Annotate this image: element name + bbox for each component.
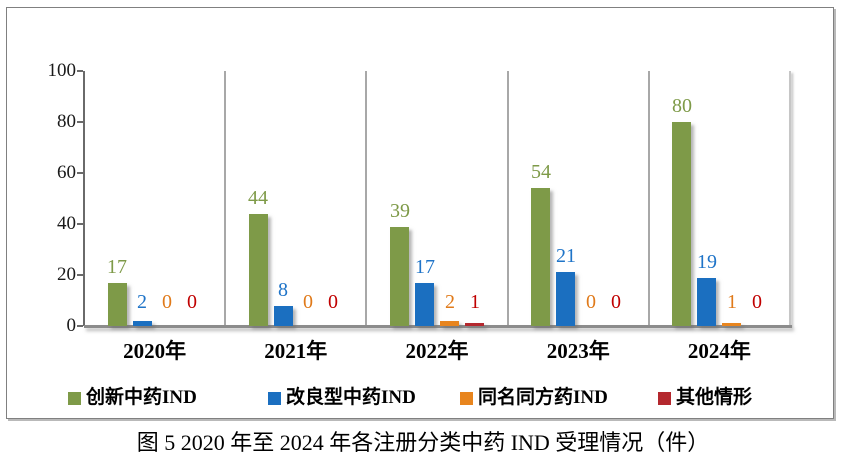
x-axis-label: 2024年 bbox=[687, 339, 751, 363]
bar-value-label: 0 bbox=[187, 291, 197, 313]
bar-value-label: 0 bbox=[328, 291, 338, 313]
bar bbox=[465, 323, 484, 326]
bar bbox=[440, 321, 459, 326]
y-axis-tick bbox=[77, 274, 83, 276]
bar-value-label: 0 bbox=[586, 291, 596, 313]
y-tick-label: 60 bbox=[57, 162, 76, 183]
legend-label: 同名同方药IND bbox=[478, 387, 608, 408]
legend-swatch bbox=[460, 392, 473, 405]
x-axis-baseline bbox=[84, 325, 792, 328]
category-gridline bbox=[224, 71, 227, 326]
bar-value-label: 17 bbox=[107, 256, 127, 278]
legend-label: 其他情形 bbox=[676, 387, 753, 408]
category-gridline bbox=[365, 71, 368, 326]
bar bbox=[108, 283, 127, 326]
y-axis-tick bbox=[77, 325, 83, 327]
y-axis-tick bbox=[77, 70, 83, 72]
bar-value-label: 44 bbox=[248, 187, 268, 209]
x-axis-label: 2022年 bbox=[405, 339, 469, 363]
y-axis-tick bbox=[77, 172, 83, 174]
bar-value-label: 2 bbox=[137, 291, 147, 313]
bar-value-label: 2 bbox=[445, 291, 455, 313]
bar bbox=[697, 278, 716, 326]
bar-value-label: 1 bbox=[727, 291, 737, 313]
bar-value-label: 8 bbox=[278, 279, 288, 301]
y-tick-label: 100 bbox=[47, 60, 77, 81]
y-axis-tick bbox=[77, 223, 83, 225]
category-gridline bbox=[506, 71, 509, 326]
x-axis-label: 2020年 bbox=[123, 339, 187, 363]
bar bbox=[415, 283, 434, 326]
bar bbox=[556, 272, 575, 326]
figure-caption: 图 5 2020 年至 2024 年各注册分类中药 IND 受理情况（件） bbox=[136, 430, 710, 455]
bar-value-label: 0 bbox=[752, 291, 762, 313]
bar-value-label: 19 bbox=[697, 251, 717, 273]
bar-value-label: 21 bbox=[556, 245, 576, 267]
bar bbox=[249, 214, 268, 326]
x-axis-label: 2021年 bbox=[264, 339, 328, 363]
bar bbox=[390, 227, 409, 326]
bar bbox=[133, 321, 152, 326]
bar-value-label: 17 bbox=[415, 256, 435, 278]
category-gridline bbox=[647, 71, 650, 326]
bar bbox=[274, 306, 293, 326]
legend-swatch bbox=[658, 392, 671, 405]
bar-value-label: 80 bbox=[672, 95, 692, 117]
bar bbox=[531, 188, 550, 326]
bar-value-label: 1 bbox=[470, 291, 480, 313]
y-tick-label: 20 bbox=[57, 264, 76, 285]
y-tick-label: 0 bbox=[66, 315, 77, 336]
x-axis-label: 2023年 bbox=[546, 339, 610, 363]
bar bbox=[672, 122, 691, 326]
y-tick-label: 80 bbox=[57, 111, 76, 132]
y-axis bbox=[83, 71, 85, 326]
bar-value-label: 39 bbox=[390, 200, 410, 222]
y-axis-tick bbox=[77, 121, 83, 123]
y-tick-label: 40 bbox=[57, 213, 76, 234]
bar-value-label: 0 bbox=[303, 291, 313, 313]
bar-value-label: 54 bbox=[531, 161, 551, 183]
bar-value-label: 0 bbox=[162, 291, 172, 313]
legend-label: 改良型中药IND bbox=[286, 387, 416, 408]
bar bbox=[722, 323, 741, 326]
plot-right-edge bbox=[789, 71, 791, 326]
chart-frame bbox=[6, 7, 834, 419]
legend-swatch bbox=[68, 392, 81, 405]
bar-value-label: 0 bbox=[611, 291, 621, 313]
legend-label: 创新中药IND bbox=[86, 387, 197, 408]
legend-swatch bbox=[268, 392, 281, 405]
